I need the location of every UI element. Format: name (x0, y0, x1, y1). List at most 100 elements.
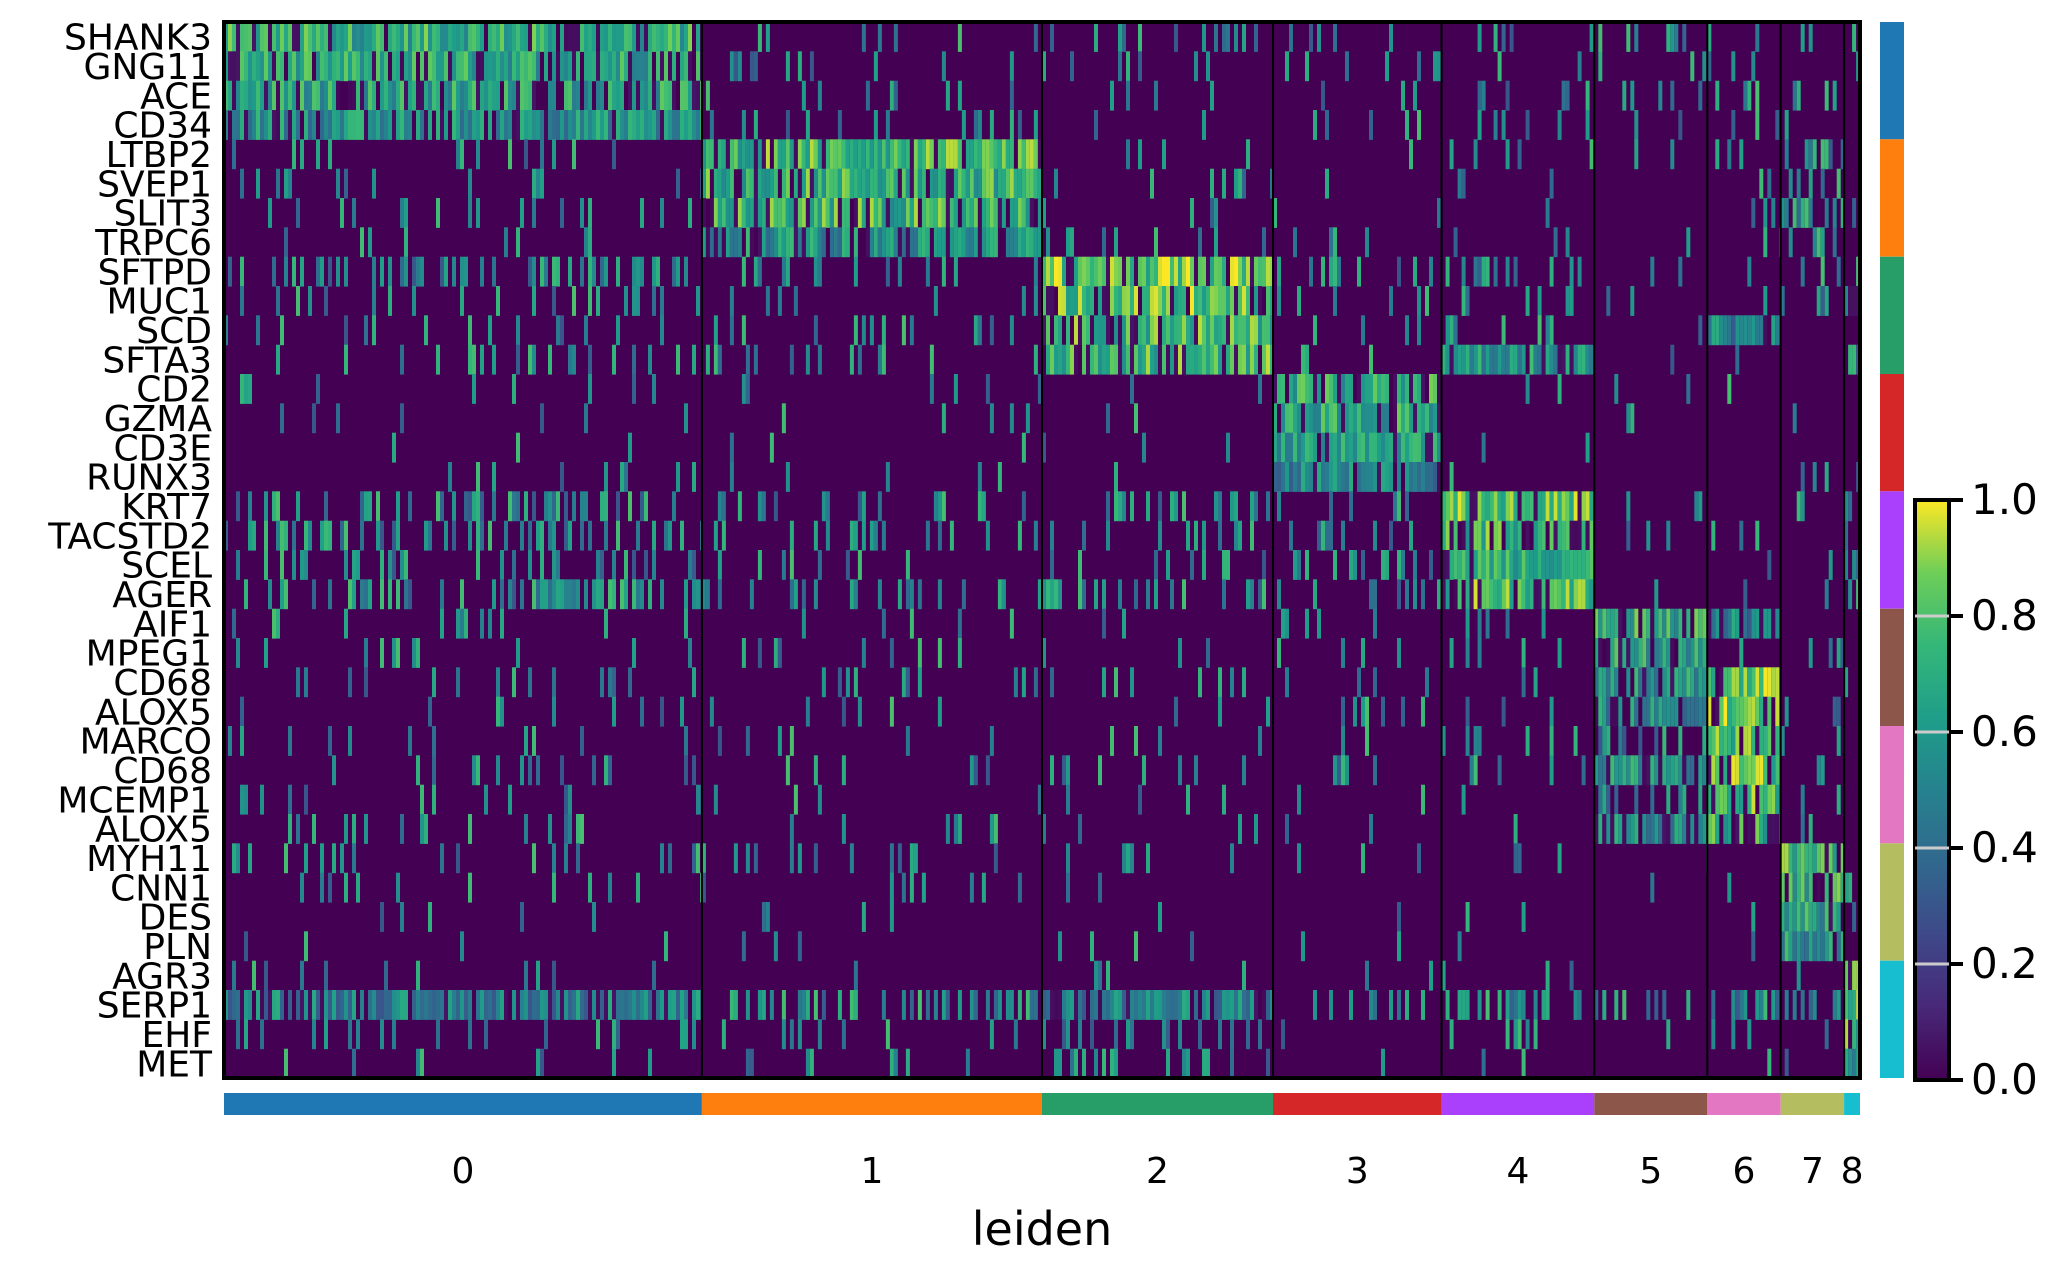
gene-label: SERP1 (97, 986, 212, 1027)
heatmap-cell (1397, 638, 1401, 668)
heatmap-cell (833, 198, 838, 228)
heatmap-cell (300, 550, 304, 580)
heatmap-cell (1154, 990, 1158, 1020)
heatmap-cell (1329, 491, 1333, 522)
heatmap-cell (576, 80, 580, 111)
heatmap-cell (1433, 403, 1437, 434)
heatmap-cell (520, 22, 524, 52)
heatmap-cell (1230, 1048, 1234, 1079)
heatmap-cell (276, 491, 280, 522)
heatmap-cell (805, 344, 810, 375)
heatmap-cell (1305, 403, 1309, 434)
heatmap-cell (1170, 286, 1174, 316)
heatmap-cell (1054, 344, 1058, 375)
heatmap-cell (1775, 110, 1780, 140)
heatmap-cell (1686, 608, 1691, 639)
heatmap-cell (1146, 256, 1150, 287)
heatmap-cell (260, 110, 264, 140)
heatmap-cell (1800, 931, 1805, 962)
heatmap-cell (1090, 1019, 1094, 1050)
heatmap-cell (1449, 491, 1454, 522)
heatmap-cell (1285, 667, 1289, 698)
heatmap-cell (564, 22, 568, 52)
heatmap-cell (1309, 22, 1313, 52)
heatmap-cell (1050, 550, 1054, 580)
heatmap-cell (676, 990, 680, 1020)
heatmap-cell (1277, 579, 1281, 610)
heatmap-cell (1622, 990, 1627, 1020)
heatmap-cell (1178, 256, 1182, 287)
heatmap-cell (1727, 667, 1732, 698)
heatmap-cell (1533, 667, 1538, 698)
heatmap-cell (476, 110, 480, 140)
heatmap-cell (813, 139, 818, 170)
heatmap-cell (1102, 608, 1106, 639)
heatmap-cell (917, 168, 922, 199)
heatmap-cell (492, 344, 496, 375)
heatmap-cell (332, 80, 336, 111)
heatmap-cell (328, 139, 332, 170)
heatmap-cell (1234, 491, 1238, 522)
heatmap-cell (1218, 286, 1222, 316)
heatmap-cell (961, 110, 966, 140)
heatmap-cell (1126, 344, 1130, 375)
heatmap-cell (1373, 755, 1377, 786)
heatmap-cell (1723, 784, 1728, 815)
heatmap-cell (472, 755, 476, 786)
heatmap-cell (1816, 755, 1821, 786)
heatmap-cell (1082, 520, 1086, 551)
heatmap-cell (1727, 872, 1732, 903)
heatmap-cell (1614, 638, 1619, 668)
heatmap-cell (476, 990, 480, 1020)
heatmap-cell (1385, 374, 1389, 404)
heatmap-cell (961, 198, 966, 228)
heatmap-cell (1305, 550, 1309, 580)
heatmap-cell (1397, 462, 1401, 492)
heatmap-cell (1792, 198, 1797, 228)
heatmap-cell (1194, 256, 1198, 287)
heatmap-cell (741, 168, 746, 199)
heatmap-cell (873, 139, 878, 170)
heatmap-cell (576, 51, 580, 82)
heatmap-cell (1614, 814, 1619, 844)
heatmap-cell (909, 198, 914, 228)
heatmap-cell (524, 22, 528, 52)
heatmap-cell (1258, 579, 1262, 610)
heatmap-cell (1800, 198, 1805, 228)
heatmap-cell (941, 990, 946, 1020)
heatmap-cell (620, 990, 624, 1020)
heatmap-cell (524, 51, 528, 82)
heatmap-cell (885, 462, 890, 492)
heatmap-cell (1602, 696, 1607, 727)
heatmap-cell (1493, 520, 1498, 551)
heatmap-cell (1130, 843, 1134, 874)
heatmap-cell (741, 315, 746, 346)
heatmap-cell (757, 22, 762, 52)
heatmap-cell (464, 608, 468, 639)
heatmap-cell (640, 990, 644, 1020)
heatmap-cell (1397, 403, 1401, 434)
heatmap-cell (1042, 432, 1046, 463)
heatmap-cell (572, 110, 576, 140)
heatmap-cell (488, 520, 492, 551)
heatmap-cell (909, 227, 914, 258)
heatmap-cell (1289, 432, 1293, 463)
heatmap-cell (1654, 990, 1659, 1020)
heatmap-cell (1029, 198, 1034, 228)
heatmap-cell (444, 520, 448, 551)
heatmap-cell (1110, 344, 1114, 375)
heatmap-cell (640, 491, 644, 522)
heatmap-cell (684, 1019, 688, 1050)
heatmap-cell (1792, 872, 1797, 903)
heatmap-cell (1317, 608, 1321, 639)
heatmap-cell (484, 990, 488, 1020)
heatmap-cell (552, 579, 556, 610)
heatmap-cell (388, 550, 392, 580)
heatmap-cell (280, 22, 284, 52)
heatmap-cell (1281, 432, 1285, 463)
heatmap-cell (668, 110, 672, 140)
heatmap-cell (801, 608, 806, 639)
heatmap-cell (1489, 344, 1494, 375)
heatmap-cell (1222, 550, 1226, 580)
heatmap-cell (424, 990, 428, 1020)
